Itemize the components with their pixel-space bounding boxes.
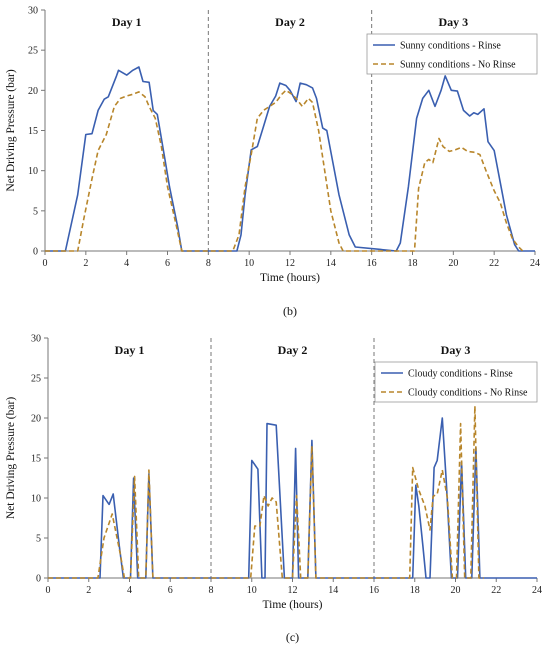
panel-b-x-tick-label: 6 <box>165 258 170 269</box>
panel-b-y-tick-label: 20 <box>28 86 38 97</box>
panel-c-y-tick-label: 30 <box>31 334 41 345</box>
panel-b-x-axis-title: Time (hours) <box>260 272 320 284</box>
panel-b-y-tick-label: 0 <box>33 247 38 258</box>
panel-b-legend: Sunny conditions - Rinse Sunny conditions… <box>366 33 538 75</box>
panel-c-y-tick-label: 15 <box>31 454 41 465</box>
panel-c-y-tick-label: 5 <box>36 534 41 545</box>
panel-b-x-tick-label: 8 <box>206 258 211 269</box>
panel-b-y-tick-label: 10 <box>28 166 38 177</box>
panel-c-y-axis-title: Net Driving Pressure (bar) <box>5 397 17 519</box>
panel-b-legend-box <box>366 33 538 75</box>
panel-b-y-tick-label: 30 <box>28 6 38 17</box>
panel-b-y-axis-title: Net Driving Pressure (bar) <box>5 69 17 191</box>
panel-c-day-label: Day 2 <box>278 343 308 357</box>
panel-c-series-rinse-line <box>48 417 537 579</box>
panel-b-x-tick-label: 16 <box>367 258 377 269</box>
panel-b-y-tick-label: 15 <box>28 126 38 137</box>
panel-b-day-label: Day 2 <box>275 15 305 29</box>
panel-c-legend-entry: Cloudy conditions - Rinse <box>408 369 513 380</box>
panel-c-series-no-rinse-line <box>48 405 484 579</box>
panel-c-x-axis-title: Time (hours) <box>263 599 323 611</box>
panel-b-x-tick-label: 12 <box>285 258 295 269</box>
panel-b-x-tick-label: 0 <box>43 258 48 269</box>
panel-b-x-tick-label: 14 <box>326 258 336 269</box>
panel-b-y-tick-label: 5 <box>33 206 38 217</box>
panel-c-y-tick-label: 10 <box>31 494 41 505</box>
panel-c-x-tick-label: 22 <box>491 585 501 596</box>
panel-b-series-rinse-line <box>45 66 535 252</box>
panel-b-panel-label: (b) <box>283 304 297 318</box>
panel-b-x-tick-label: 22 <box>489 258 499 269</box>
panel-c-panel-label: (c) <box>286 630 299 644</box>
panel-b-x-tick-label: 4 <box>124 258 129 269</box>
panel-c-x-tick-label: 12 <box>288 585 298 596</box>
panel-b-y-tick-label: 25 <box>28 46 38 57</box>
panel-c-y-tick-label: 0 <box>36 574 41 585</box>
panel-b-x-tick-label: 10 <box>244 258 254 269</box>
panel-c-legend-box <box>374 361 538 403</box>
panel-c-x-tick-label: 10 <box>247 585 257 596</box>
panel-b-x-tick-label: 24 <box>530 258 540 269</box>
panel-c-x-tick-label: 0 <box>46 585 51 596</box>
panel-c-x-tick-label: 20 <box>451 585 461 596</box>
panel-b-series-no-rinse-line <box>45 89 524 252</box>
panel-b-x-tick-label: 18 <box>408 258 418 269</box>
panel-c-x-tick-label: 4 <box>127 585 132 596</box>
panel-c-x-tick-label: 24 <box>532 585 542 596</box>
panel-c-x-tick-label: 6 <box>168 585 173 596</box>
panel-b-legend-entry: Sunny conditions - No Rinse <box>400 60 516 71</box>
panel-b-x-tick-label: 2 <box>83 258 88 269</box>
panel-b-day-label: Day 1 <box>112 15 142 29</box>
panel-c-legend: Cloudy conditions - Rinse Cloudy conditio… <box>374 361 538 403</box>
panel-b-legend-entry: Sunny conditions - Rinse <box>400 41 501 52</box>
panel-c-x-tick-label: 8 <box>209 585 214 596</box>
panel-c-x-tick-label: 16 <box>369 585 379 596</box>
panel-c-y-tick-label: 20 <box>31 414 41 425</box>
panel-c-x-tick-label: 18 <box>410 585 420 596</box>
panel-c-day-label: Day 1 <box>115 343 145 357</box>
panel-c-x-tick-label: 2 <box>86 585 91 596</box>
panel-c-day-label: Day 3 <box>441 343 471 357</box>
panel-b-day-label: Day 3 <box>438 15 468 29</box>
panel-b-x-tick-label: 20 <box>448 258 458 269</box>
panel-c-y-tick-label: 25 <box>31 374 41 385</box>
panel-c-legend-entry: Cloudy conditions - No Rinse <box>408 388 528 399</box>
panel-c-x-tick-label: 14 <box>328 585 338 596</box>
